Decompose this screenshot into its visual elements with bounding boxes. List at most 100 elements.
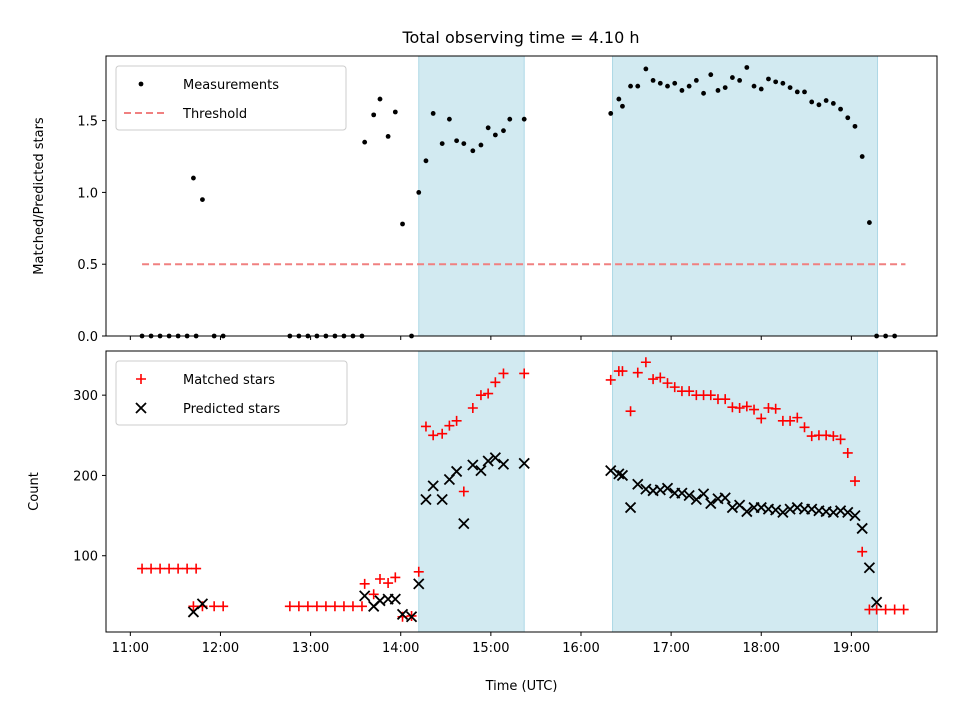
measurements-point-36 <box>485 125 491 131</box>
x-tick-label-3: 14:00 <box>382 641 419 656</box>
matched-stars-point-4 <box>173 563 184 574</box>
measurements-point-54 <box>701 90 706 96</box>
x-tick-label-6: 17:00 <box>652 641 689 656</box>
count-y-tick-label-1: 200 <box>73 469 98 484</box>
matched-stars-point-46 <box>648 374 659 385</box>
matched-stars-point-57 <box>727 402 738 413</box>
measurements-point-48 <box>657 80 663 86</box>
matched-stars-point-7 <box>188 601 199 612</box>
matched-stars-point-5 <box>182 563 193 574</box>
matched-stars-point-31 <box>444 420 455 431</box>
measurements-point-46 <box>643 66 649 72</box>
matched-stars-point-70 <box>821 430 832 441</box>
matched-stars-point-43 <box>625 406 636 417</box>
matched-stars-point-49 <box>669 382 680 393</box>
predicted-stars-point-0 <box>187 606 200 618</box>
count-panel: 100 200 300 11:00 12:00 13:00 14:00 15:00 16:00… <box>27 350 938 694</box>
predicted-stars-point-16 <box>467 459 479 471</box>
predicted-stars-point-23 <box>613 468 625 480</box>
count-legend-label-1: Predicted stars <box>183 402 280 417</box>
count-y-tick-label-0: 100 <box>73 550 98 565</box>
count-legend-marker-1 <box>135 402 147 414</box>
matched-stars-point-62 <box>763 403 774 414</box>
predicted-stars-point-32 <box>676 487 688 499</box>
matched-stars-point-30 <box>437 428 448 439</box>
measurements-point-23 <box>385 134 391 139</box>
matched-stars-point-1 <box>146 563 157 574</box>
predicted-stars-point-57 <box>856 522 868 535</box>
measurements-point-22 <box>377 96 383 102</box>
measurements-point-33 <box>461 141 467 146</box>
matched-stars-point-42 <box>617 366 628 377</box>
matched-stars-point-65 <box>785 415 796 426</box>
matched-stars-point-24 <box>390 572 401 583</box>
matched-stars-point-29 <box>428 430 439 441</box>
matched-stars-point-44 <box>632 367 643 378</box>
matched-stars-point-36 <box>483 388 494 399</box>
ratio-legend: Measurements Threshold <box>115 65 347 131</box>
predicted-stars-point-18 <box>482 455 494 467</box>
matched-stars-point-11 <box>284 601 295 612</box>
matched-stars-point-19 <box>356 601 367 612</box>
matched-stars-point-20 <box>359 578 370 589</box>
predicted-stars-point-55 <box>842 506 854 519</box>
predicted-stars-point-45 <box>770 504 782 516</box>
matched-stars-point-16 <box>329 601 340 612</box>
measurements-point-42 <box>616 96 622 102</box>
ratio-shaded-region-0 <box>418 55 525 337</box>
predicted-stars-point-35 <box>697 488 710 500</box>
matched-stars-point-66 <box>792 412 803 423</box>
measurements-point-64 <box>773 79 779 85</box>
measurements-point-53 <box>693 78 699 83</box>
measurements-point-50 <box>672 80 678 86</box>
matched-stars-point-0 <box>137 563 148 574</box>
measurements-point-10 <box>200 197 205 202</box>
matched-stars-point-40 <box>605 374 616 385</box>
matched-stars-point-60 <box>749 404 760 415</box>
measurements-point-70 <box>816 102 822 108</box>
measurements-point-67 <box>794 89 800 95</box>
measurements-point-37 <box>492 132 498 138</box>
measurements-point-28 <box>423 158 429 164</box>
x-tick-label-4: 15:00 <box>472 641 509 656</box>
measurements-point-57 <box>722 85 728 90</box>
measurements-point-20 <box>362 139 368 145</box>
measurements-point-21 <box>371 112 377 118</box>
measurements-point-9 <box>191 175 196 181</box>
predicted-stars-point-17 <box>475 464 487 477</box>
x-tick-label-7: 18:00 <box>743 641 780 656</box>
matched-stars-point-14 <box>311 601 322 612</box>
measurements-point-61 <box>751 83 757 89</box>
matched-stars-point-59 <box>741 401 752 412</box>
matched-stars-point-71 <box>828 431 839 442</box>
measurements-point-35 <box>478 142 484 148</box>
matched-stars-point-48 <box>662 378 673 389</box>
matched-stars-point-77 <box>871 604 882 615</box>
matched-stars-point-56 <box>720 394 731 405</box>
matched-stars-point-28 <box>420 421 431 432</box>
ratio-legend-box <box>115 65 347 131</box>
count-legend: Matched stars Predicted stars <box>115 360 348 426</box>
ratio-legend-marker-0 <box>138 81 144 87</box>
predicted-stars-point-56 <box>849 509 861 522</box>
predicted-stars-point-10 <box>420 493 432 506</box>
count-shaded-region-0 <box>418 350 525 633</box>
count-y-tick-label-2: 300 <box>73 389 98 404</box>
measurements-point-58 <box>730 75 735 80</box>
measurements-point-41 <box>608 111 614 116</box>
predicted-stars-point-6 <box>389 593 401 605</box>
matched-stars-point-39 <box>519 368 530 379</box>
measurements-point-34 <box>470 148 476 154</box>
measurements-point-55 <box>708 72 714 78</box>
predicted-stars-point-11 <box>427 480 439 492</box>
predicted-stars-point-7 <box>396 608 409 620</box>
predicted-stars-point-9 <box>413 578 425 590</box>
matched-stars-point-51 <box>684 386 695 397</box>
matched-stars-point-73 <box>842 447 853 458</box>
predicted-stars-point-21 <box>518 457 530 470</box>
matched-stars-point-58 <box>734 403 745 414</box>
predicted-stars-point-59 <box>870 596 883 608</box>
measurements-point-63 <box>766 76 771 82</box>
matched-stars-point-3 <box>164 563 175 574</box>
matched-stars-point-33 <box>458 486 469 497</box>
